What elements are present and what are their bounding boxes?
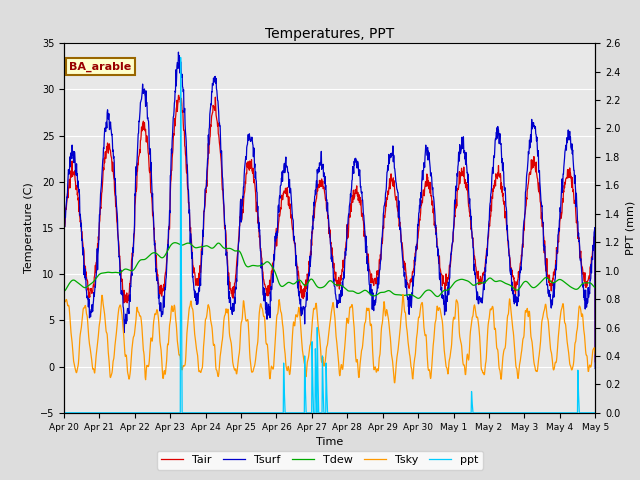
- Tair: [529, 160, 536, 166]
- Legend: Tair, Tsurf, Tdew, Tsky, ppt: Tair, Tsurf, Tdew, Tsky, ppt: [157, 451, 483, 469]
- Tdew: [412, 295, 420, 300]
- Tsurf: [591, 366, 599, 372]
- Tsky: [165, 327, 173, 333]
- X-axis label: Time: Time: [316, 437, 343, 447]
- Tsky: [591, 351, 599, 357]
- Tdew: [172, 240, 179, 246]
- Tair: [238, 216, 246, 222]
- Tdew: [482, 278, 490, 284]
- ppt: [482, 410, 490, 416]
- Tsky: [529, 347, 537, 353]
- Tsky: [237, 319, 245, 324]
- Tsky: [60, 300, 68, 305]
- Line: Tdew: Tdew: [64, 243, 595, 299]
- Tair: [175, 93, 182, 98]
- Line: Tsurf: Tsurf: [64, 52, 595, 369]
- Y-axis label: PPT (mm): PPT (mm): [626, 201, 636, 255]
- Tsky: [391, 380, 399, 386]
- ppt: [60, 410, 68, 416]
- Text: BA_arable: BA_arable: [69, 62, 132, 72]
- Tsurf: [482, 269, 490, 275]
- Line: ppt: ppt: [64, 58, 595, 413]
- ppt: [177, 55, 184, 60]
- Tsky: [413, 335, 420, 341]
- Tsurf: [60, 229, 68, 235]
- Tsurf: [238, 204, 246, 210]
- Tdew: [415, 296, 422, 301]
- Tsurf: [179, 84, 186, 89]
- Tdew: [165, 245, 173, 251]
- ppt: [179, 410, 186, 416]
- Tsky: [179, 367, 186, 373]
- Line: Tsky: Tsky: [64, 295, 595, 383]
- Tdew: [179, 242, 186, 248]
- Tair: [165, 226, 173, 232]
- Tair: [482, 256, 490, 262]
- ppt: [529, 410, 536, 416]
- Tdew: [591, 285, 599, 290]
- Y-axis label: Temperature (C): Temperature (C): [24, 182, 35, 274]
- Tair: [179, 109, 186, 115]
- Tsky: [399, 292, 406, 298]
- ppt: [412, 410, 420, 416]
- Tsurf: [175, 49, 182, 55]
- Tair: [591, 359, 599, 365]
- Tdew: [238, 253, 246, 259]
- ppt: [591, 410, 599, 416]
- Title: Temperatures, PPT: Temperatures, PPT: [265, 27, 394, 41]
- Tair: [60, 230, 68, 236]
- Tdew: [60, 288, 68, 294]
- ppt: [238, 410, 246, 416]
- ppt: [165, 410, 173, 416]
- Tsurf: [412, 243, 420, 249]
- Tdew: [529, 285, 537, 290]
- Tsky: [482, 359, 490, 365]
- Tsurf: [165, 220, 173, 226]
- Tsurf: [529, 120, 536, 126]
- Tair: [412, 248, 420, 253]
- Line: Tair: Tair: [64, 96, 595, 362]
